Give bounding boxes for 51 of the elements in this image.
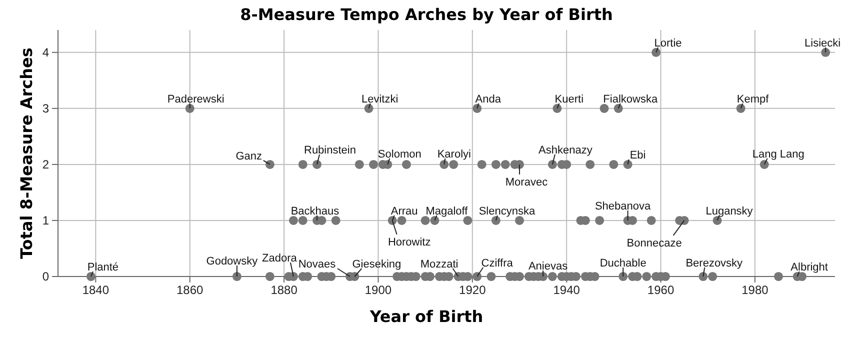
annotation: Shebanova bbox=[594, 200, 652, 212]
x-tick-label: 1900 bbox=[364, 283, 392, 298]
annotation: Ebi bbox=[630, 149, 646, 162]
annotation: Godowsky bbox=[206, 255, 258, 268]
annotation: Backhaus bbox=[290, 205, 340, 218]
annotation: Lugansky bbox=[706, 205, 754, 218]
y-tick-label: 2 bbox=[42, 157, 50, 172]
x-tick-label: 1860 bbox=[176, 283, 204, 298]
annotation: Horowitz bbox=[388, 236, 431, 248]
annotation: Levitzki bbox=[361, 93, 398, 106]
y-tick-label: 3 bbox=[42, 101, 50, 116]
annotation: Lisiecki bbox=[804, 37, 841, 50]
annotation: Lortie bbox=[654, 37, 682, 50]
x-tick-label: 1960 bbox=[647, 283, 674, 298]
chart-title: 8-Measure Tempo Arches by Year of Birth bbox=[240, 5, 613, 24]
x-tick-label: 1940 bbox=[553, 283, 580, 298]
annotation: Mozzati bbox=[420, 258, 458, 270]
annotation: Gieseking bbox=[352, 258, 402, 270]
annotation: Anda bbox=[475, 93, 502, 106]
annotation: Magaloff bbox=[426, 205, 469, 218]
annotation: Slencynska bbox=[478, 205, 536, 218]
x-tick-label: 1920 bbox=[459, 283, 486, 298]
y-tick-label: 4 bbox=[42, 45, 50, 60]
annotation: Rubinstein bbox=[304, 144, 356, 156]
annotation: Albright bbox=[790, 261, 828, 274]
annotation: Paderewski bbox=[167, 93, 224, 106]
annotation: Novaes bbox=[298, 258, 336, 270]
y-tick-label: 0 bbox=[42, 269, 50, 284]
annotation: Duchable bbox=[600, 257, 646, 270]
annotation: Karolyi bbox=[437, 148, 471, 160]
annotation: Planté bbox=[87, 261, 119, 274]
annotation: Berezovsky bbox=[686, 257, 744, 270]
y-axis-title: Total 8-Measure Arches bbox=[17, 48, 36, 259]
annotation: Lang Lang bbox=[752, 148, 804, 160]
x-tick-label: 1980 bbox=[742, 283, 769, 298]
x-tick-label: 1840 bbox=[82, 283, 110, 298]
annotation: Kuerti bbox=[554, 93, 584, 106]
annotation: Anievas bbox=[528, 260, 568, 272]
x-axis-title: Year of Birth bbox=[368, 307, 484, 326]
annotation: Arrau bbox=[390, 205, 418, 218]
annotation: Kempf bbox=[736, 93, 770, 106]
x-tick-label: 1880 bbox=[270, 283, 298, 298]
annotation: Ganz bbox=[236, 150, 262, 162]
annotation: Moravec bbox=[505, 176, 548, 188]
annotation: Ashkenazy bbox=[538, 144, 593, 156]
annotation: Cziffra bbox=[481, 257, 514, 270]
annotation: Zadora bbox=[262, 252, 298, 264]
annotation: Fialkowska bbox=[603, 93, 658, 106]
y-tick-label: 1 bbox=[42, 213, 50, 228]
annotation: Bonnecaze bbox=[626, 237, 682, 250]
annotation: Solomon bbox=[378, 148, 422, 160]
